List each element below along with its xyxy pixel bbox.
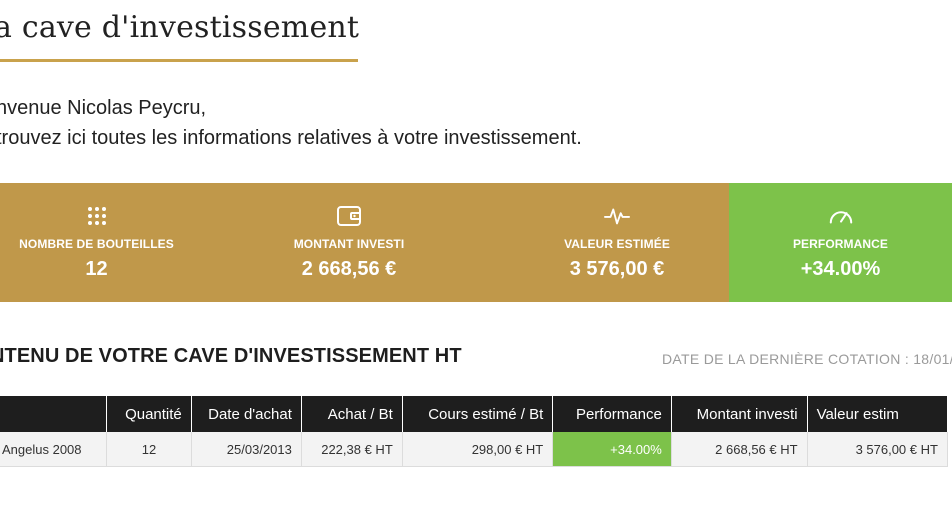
cell-purchase-price: 222,38 € HT — [301, 432, 403, 467]
stat-value: +34.00% — [800, 258, 881, 280]
stat-bottles: NOMBRE DE BOUTEILLES 12 — [0, 183, 193, 302]
stat-value: 2 668,56 € — [301, 258, 397, 280]
stat-invested: MONTANT INVESTI 2 668,56 € — [193, 183, 505, 302]
welcome-message: nvenue Nicolas Peycru, trouvez ici toute… — [0, 93, 582, 153]
cell-quantity: 12 — [106, 432, 192, 467]
stat-label: VALEUR ESTIMÉE — [564, 237, 670, 251]
pulse-icon — [604, 203, 630, 229]
cell-estimated-value: 3 576,00 € HT — [807, 432, 949, 467]
stat-value: 3 576,00 € — [569, 258, 665, 280]
last-quotation-date: DATE DE LA DERNIÈRE COTATION : 18/01/2 — [662, 351, 952, 367]
grid-dots-icon — [84, 203, 110, 229]
cell-performance: +34.00% — [552, 432, 672, 467]
stats-banner: NOMBRE DE BOUTEILLES 12 MONTANT INVESTI … — [0, 183, 952, 302]
cell-purchase-date: 25/03/2013 — [191, 432, 302, 467]
column-header-performance[interactable]: Performance — [552, 396, 672, 432]
stat-label: PERFORMANCE — [792, 237, 889, 251]
column-header-estimated-price[interactable]: Cours estimé / Bt — [402, 396, 554, 432]
column-header-wine[interactable] — [0, 396, 108, 432]
table-header-row: Quantité Date d'achat Achat / Bt Cours e… — [0, 396, 949, 432]
cell-amount-invested: 2 668,56 € HT — [671, 432, 808, 467]
stat-value: 12 — [85, 258, 108, 280]
stat-estimated: VALEUR ESTIMÉE 3 576,00 € — [505, 183, 729, 302]
stat-label: NOMBRE DE BOUTEILLES — [19, 237, 174, 251]
speedometer-icon — [828, 203, 854, 229]
welcome-line-info: trouvez ici toutes les informations rela… — [0, 127, 582, 149]
column-header-purchase-price[interactable]: Achat / Bt — [301, 396, 403, 432]
column-header-amount-invested[interactable]: Montant investi — [671, 396, 808, 432]
column-header-quantity[interactable]: Quantité — [106, 396, 192, 432]
title-underline — [0, 59, 358, 62]
page-title: a cave d'investissement — [0, 10, 360, 45]
wallet-icon — [336, 203, 362, 229]
wine-table: Quantité Date d'achat Achat / Bt Cours e… — [0, 396, 949, 467]
stat-label: MONTANT INVESTI — [293, 237, 405, 251]
welcome-line-greeting: nvenue Nicolas Peycru, — [0, 97, 207, 119]
column-header-purchase-date[interactable]: Date d'achat — [191, 396, 302, 432]
cell-estimated-price: 298,00 € HT — [402, 432, 554, 467]
section-title: NTENU DE VOTRE CAVE D'INVESTISSEMENT HT — [0, 345, 462, 367]
cell-wine-name: Angelus 2008 — [0, 432, 108, 467]
stat-performance: PERFORMANCE +34.00% — [729, 183, 952, 302]
column-header-estimated-value[interactable]: Valeur estim — [807, 396, 949, 432]
table-row[interactable]: Angelus 2008 12 25/03/2013 222,38 € HT 2… — [0, 432, 949, 467]
